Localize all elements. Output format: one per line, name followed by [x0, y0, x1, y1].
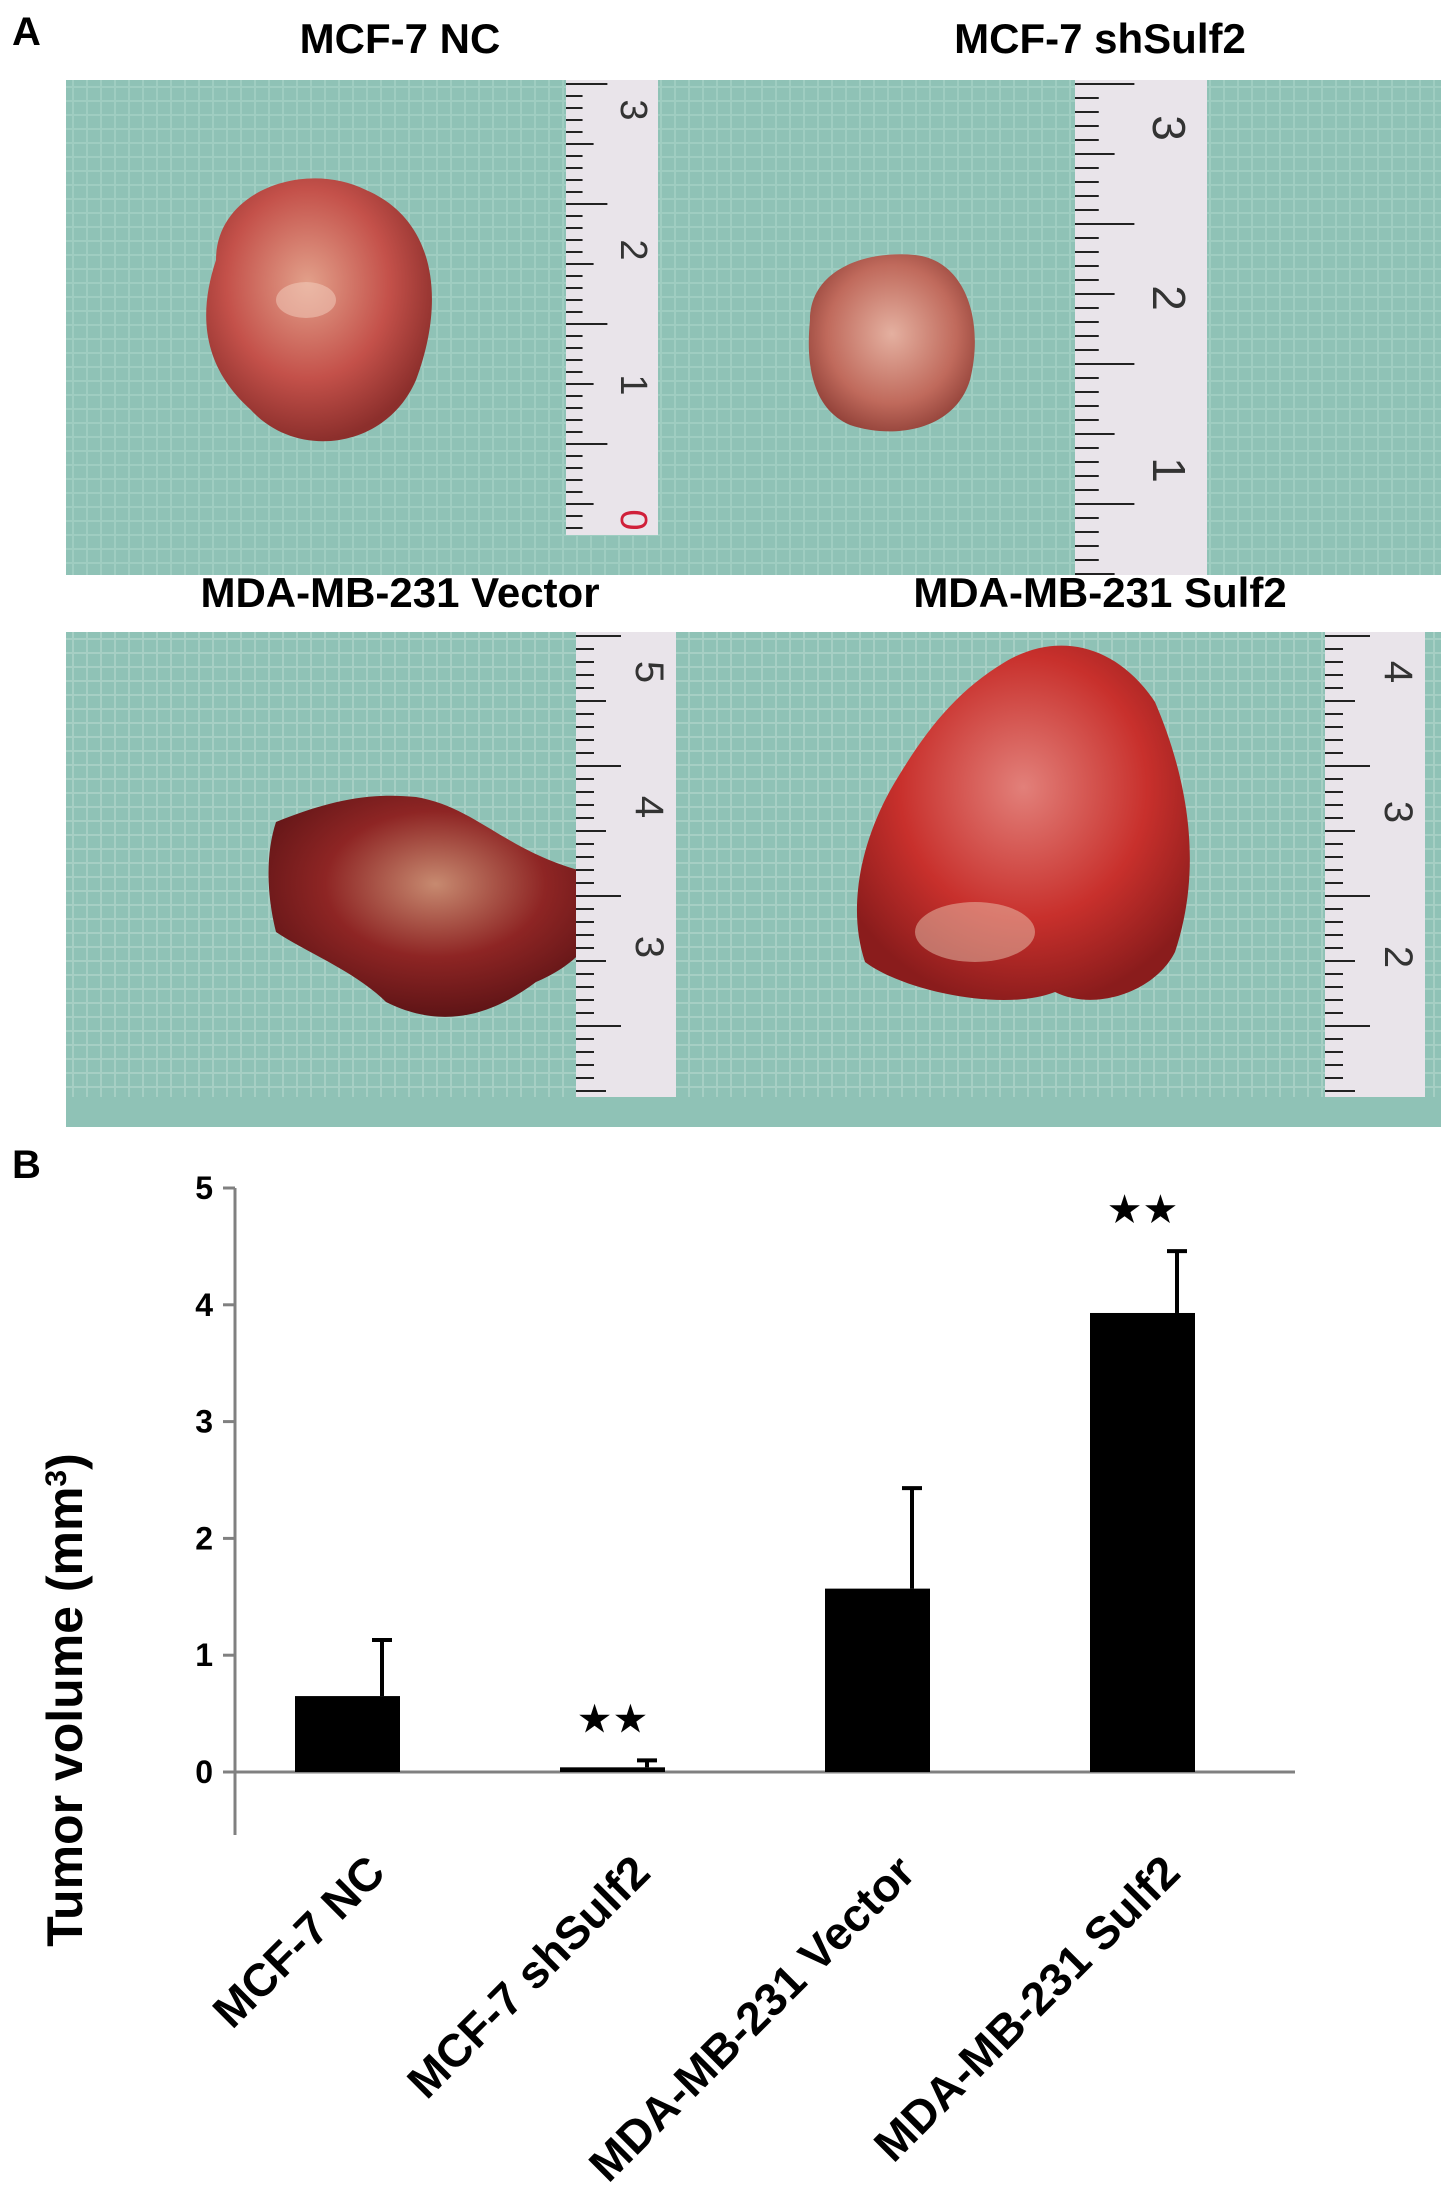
ruler-label: 1: [1143, 457, 1195, 483]
bar: [560, 1767, 665, 1772]
photo-title-mcf7-shsulf2: MCF-7 shSulf2: [954, 15, 1246, 62]
ruler-label: 3: [612, 99, 654, 120]
bar: [1090, 1312, 1195, 1772]
tumor-shape: [808, 254, 975, 432]
ruler-label: 1: [612, 374, 654, 395]
ruler-label: 4: [1376, 661, 1420, 683]
bar: [295, 1696, 400, 1772]
photo-title-mdamb231-sulf2: MDA-MB-231 Sulf2: [913, 569, 1287, 616]
significance-marker: ★★: [577, 1697, 649, 1741]
ruler-label: 0: [612, 509, 654, 530]
y-tick-label: 5: [195, 1170, 213, 1206]
y-tick-label: 0: [195, 1754, 213, 1790]
x-tick-label: MCF-7 shSulf2: [397, 1845, 660, 2108]
panel-b-letter: B: [12, 1143, 41, 1187]
significance-marker: ★★: [1107, 1188, 1179, 1232]
ruler-label: 3: [1143, 115, 1195, 141]
ruler: 4 3 2: [1325, 632, 1425, 1097]
tumor-photo-mcf7-shsulf2: 3 2 1: [755, 80, 1441, 575]
y-tick-label: 1: [195, 1637, 213, 1673]
photo-title-mdamb231-vector: MDA-MB-231 Vector: [200, 569, 600, 616]
tumor-photo-mdamb231-vector: 5 4 3: [66, 632, 756, 1127]
bar: [825, 1588, 930, 1772]
ruler: 3 2 1: [1075, 80, 1207, 575]
y-tick-label: 3: [195, 1404, 213, 1440]
tumor-shape: [268, 795, 603, 1017]
ruler: 3 2 1 0: [566, 80, 658, 535]
y-tick-label: 4: [195, 1287, 213, 1323]
x-tick-label: MCF-7 NC: [202, 1845, 394, 2037]
tumor-volume-bar-chart: 0 1 2 3 4 5 MCF-7 NC ★★ MCF-7 shSulf2 MDA-MB-231 …: [37, 1170, 1295, 2191]
panel-a-letter: A: [12, 10, 41, 54]
x-tick-label: MDA-MB-231 Sulf2: [864, 1845, 1190, 2171]
y-axis-label: Tumor volume (mm3): [37, 1453, 93, 1947]
photo-title-mcf7-nc: MCF-7 NC: [299, 15, 501, 62]
ruler-label: 2: [1376, 946, 1420, 968]
ruler-label: 2: [1143, 285, 1195, 311]
tumor-photo-mdamb231-sulf2: 4 3 2: [755, 632, 1441, 1127]
ruler-label: 3: [1376, 801, 1420, 823]
ruler-label: 4: [627, 796, 671, 818]
y-tick-label: 2: [195, 1520, 213, 1556]
ruler-label: 5: [627, 661, 671, 683]
tumor-photo-mcf7-nc: 3 2 1 0: [66, 80, 756, 575]
ruler: 5 4 3: [576, 632, 676, 1097]
tumor-shape: [856, 645, 1190, 1001]
ruler-label: 3: [627, 936, 671, 958]
ruler-label: 2: [612, 239, 654, 260]
